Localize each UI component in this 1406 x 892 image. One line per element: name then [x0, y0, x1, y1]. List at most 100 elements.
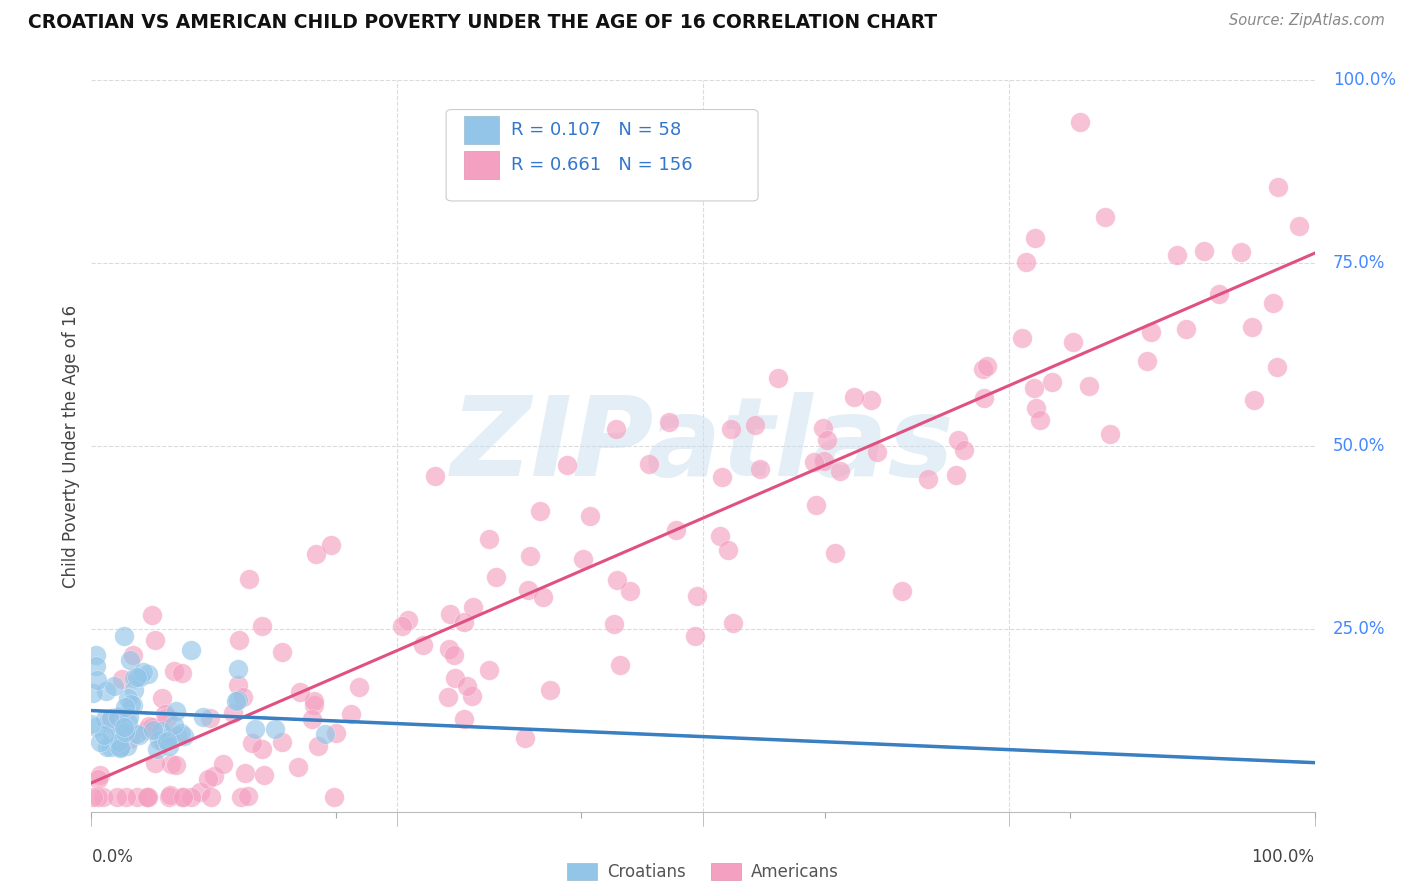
Point	[917, 472, 939, 486]
Point	[606, 573, 628, 587]
Point	[226, 662, 249, 676]
Point	[120, 697, 142, 711]
Point	[87, 772, 110, 786]
Point	[1024, 381, 1046, 395]
Point	[716, 543, 738, 558]
Point	[478, 532, 501, 546]
Point	[86, 673, 108, 687]
Text: 0.0%: 0.0%	[91, 848, 134, 866]
Point	[972, 362, 994, 376]
Point	[461, 689, 484, 703]
Point	[766, 370, 789, 384]
Point	[603, 617, 626, 632]
Bar	[464, 152, 499, 179]
Point	[811, 421, 834, 435]
Point	[115, 790, 138, 805]
Point	[84, 720, 107, 734]
Point	[180, 643, 202, 657]
Point	[93, 728, 115, 742]
Point	[749, 462, 772, 476]
Legend: Croatians, Americans: Croatians, Americans	[561, 856, 845, 888]
Point	[146, 742, 169, 756]
Point	[1011, 331, 1033, 345]
Point	[84, 659, 107, 673]
Point	[238, 572, 260, 586]
Point	[89, 735, 111, 749]
Point	[529, 504, 551, 518]
Point	[1267, 359, 1289, 374]
Point	[519, 549, 541, 563]
Point	[1062, 335, 1084, 350]
Point	[866, 444, 889, 458]
Point	[149, 723, 172, 738]
Point	[1015, 255, 1038, 269]
Point	[163, 664, 186, 678]
Point	[605, 422, 627, 436]
Point	[105, 790, 128, 805]
Point	[165, 758, 187, 772]
Point	[188, 785, 211, 799]
Point	[1025, 401, 1047, 415]
Point	[105, 710, 128, 724]
Point	[243, 723, 266, 737]
FancyBboxPatch shape	[446, 110, 758, 201]
Point	[1040, 375, 1063, 389]
Point	[638, 457, 661, 471]
Point	[136, 666, 159, 681]
Point	[302, 698, 325, 712]
Point	[82, 686, 104, 700]
Point	[138, 719, 160, 733]
Point	[253, 768, 276, 782]
Point	[226, 678, 249, 692]
Point	[107, 710, 129, 724]
Point	[125, 670, 148, 684]
Text: R = 0.107   N = 58: R = 0.107 N = 58	[510, 121, 681, 139]
Point	[125, 790, 148, 805]
Point	[1098, 426, 1121, 441]
Point	[138, 790, 160, 805]
Point	[1208, 287, 1230, 301]
Point	[128, 728, 150, 742]
Point	[824, 546, 846, 560]
Point	[160, 757, 183, 772]
Point	[890, 583, 912, 598]
Point	[100, 740, 122, 755]
Point	[121, 698, 143, 713]
Point	[860, 392, 883, 407]
Point	[444, 671, 467, 685]
Point	[515, 731, 537, 746]
Point	[1140, 325, 1163, 339]
Text: 100.0%: 100.0%	[1251, 848, 1315, 866]
Point	[172, 790, 194, 805]
Point	[229, 790, 252, 805]
Point	[1166, 248, 1188, 262]
Point	[143, 756, 166, 770]
Point	[100, 711, 122, 725]
Point	[136, 789, 159, 804]
Point	[108, 735, 131, 749]
Point	[305, 547, 328, 561]
Point	[744, 417, 766, 432]
Point	[1069, 115, 1091, 129]
Point	[710, 470, 733, 484]
Point	[233, 766, 256, 780]
Point	[141, 608, 163, 623]
Point	[222, 706, 245, 721]
Point	[325, 725, 347, 739]
Point	[96, 739, 118, 754]
Point	[135, 723, 157, 737]
Point	[110, 739, 132, 754]
Point	[94, 712, 117, 726]
Point	[314, 727, 336, 741]
Point	[225, 694, 247, 708]
Point	[114, 700, 136, 714]
Point	[118, 710, 141, 724]
Point	[152, 734, 174, 748]
Point	[115, 739, 138, 754]
Point	[118, 653, 141, 667]
Point	[396, 613, 419, 627]
Point	[122, 648, 145, 662]
Text: 25.0%: 25.0%	[1333, 620, 1385, 638]
Point	[156, 734, 179, 748]
Point	[228, 632, 250, 647]
